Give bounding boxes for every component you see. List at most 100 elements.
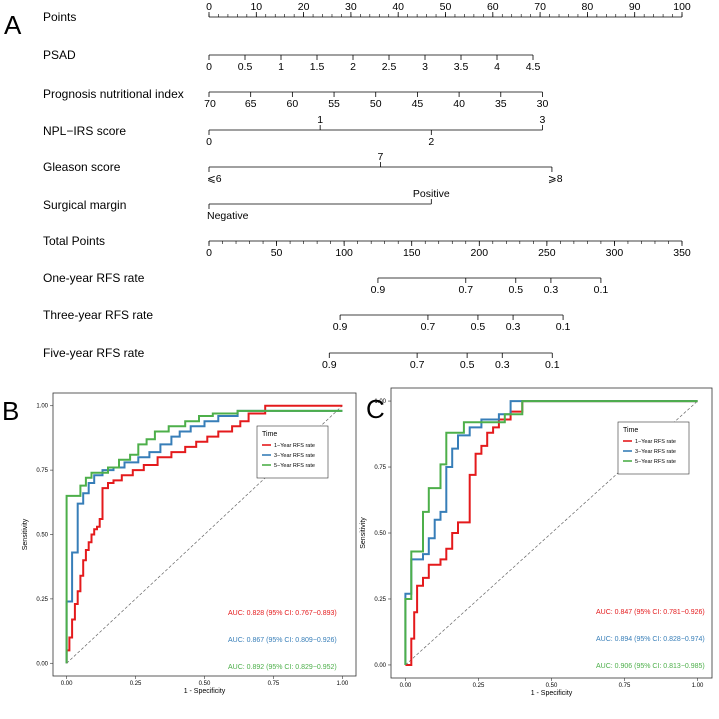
tick-label-total: 250: [538, 247, 556, 259]
tick-label-points: 40: [392, 1, 404, 13]
legend-label-3: 5−Year RFS rate: [635, 459, 676, 465]
tick-label-gleason: 7: [378, 151, 384, 163]
x-tick-label: 0.75: [619, 683, 631, 689]
auc-label-1: AUC: 0.847 (95% CI: 0.781−0.926): [596, 609, 705, 616]
panel-label-c: C: [366, 394, 385, 424]
legend-label-2: 3−Year RFS rate: [635, 449, 676, 455]
tick-label-psad: 3.5: [454, 61, 469, 73]
tick-label-psad: 2.5: [382, 61, 397, 73]
y-tick-label: 1.00: [374, 399, 386, 405]
auc-label-3: AUC: 0.906 (95% CI: 0.813−0.985): [596, 663, 705, 670]
tick-label-rfs1: 0.1: [594, 284, 609, 296]
tick-label-gleason: ⩾8: [548, 173, 563, 185]
tick-label-psad: 1: [278, 61, 284, 73]
tick-label-points: 30: [345, 1, 357, 13]
tick-label-psad: 3: [422, 61, 428, 73]
tick-label-total: 350: [673, 247, 691, 259]
y-tick-label: 0.50: [374, 531, 386, 537]
tick-label-total: 200: [471, 247, 489, 259]
tick-label-rfs3: 0.1: [556, 321, 571, 333]
tick-label-points: 20: [298, 1, 310, 13]
y-tick-label: 0.00: [374, 663, 386, 669]
legend-title: Time: [623, 427, 638, 434]
tick-label-points: 50: [440, 1, 452, 13]
tick-label-total: 100: [335, 247, 353, 259]
legend-box: [617, 421, 690, 475]
x-tick-label: 0.25: [473, 683, 485, 689]
tick-label-rfs3: 0.5: [471, 321, 486, 333]
roc-curve-3: [65, 409, 343, 664]
y-tick-label: 0.00: [36, 661, 48, 667]
legend-label-1: 1−Year RFS rate: [635, 439, 676, 445]
auc-label-2: AUC: 0.867 (95% CI: 0.809−0.926): [228, 637, 337, 644]
roc-curve-1: [65, 404, 343, 664]
reference-diagonal: [66, 405, 343, 664]
auc-label-1: AUC: 0.828 (95% CI: 0.767−0.893): [228, 610, 337, 617]
auc-label-2: AUC: 0.894 (95% CI: 0.828−0.974): [596, 636, 705, 643]
x-tick-label: 1.00: [337, 681, 349, 687]
legend-label-1: 1−Year RFS rate: [274, 443, 315, 449]
tick-label-rfs1: 0.9: [371, 284, 386, 296]
tick-label-points: 80: [582, 1, 594, 13]
tick-label-rfs5: 0.7: [410, 359, 425, 371]
tick-label-rfs5: 0.3: [495, 359, 510, 371]
x-axis-title: 1 - Specificity: [531, 690, 573, 697]
tick-label-total: 0: [206, 247, 212, 259]
roc-curve-1: [405, 400, 698, 666]
tick-label-pni: 30: [537, 98, 549, 110]
tick-label-points: 100: [673, 1, 691, 13]
x-tick-label: 0.50: [546, 683, 558, 689]
row-label-pni: Prognosis nutritional index: [43, 87, 184, 101]
tick-label-margin: Negative: [207, 210, 249, 222]
tick-label-pni: 65: [245, 98, 257, 110]
tick-label-points: 0: [206, 1, 212, 13]
roc-chart-b: 0.00 0.00 0.25 0.25 0.50 0.50 0.75 0.75 1.00 1.00…: [22, 392, 357, 695]
x-axis-title: 1 - Specificity: [184, 688, 226, 695]
x-tick-label: 0.00: [61, 681, 73, 687]
tick-label-pni: 60: [287, 98, 299, 110]
tick-label-rfs3: 0.3: [506, 321, 521, 333]
tick-label-gleason: ⩽6: [207, 173, 222, 185]
tick-label-pni: 50: [370, 98, 382, 110]
tick-label-total: 50: [271, 247, 283, 259]
panel-label-b: B: [2, 396, 19, 426]
tick-label-nplirs: 2: [428, 136, 434, 148]
row-label-rfs1: One-year RFS rate: [43, 271, 145, 285]
x-tick-label: 1.00: [692, 683, 704, 689]
y-tick-label: 0.25: [374, 597, 386, 603]
tick-label-margin: Positive: [413, 188, 450, 200]
tick-label-rfs3: 0.7: [421, 321, 436, 333]
tick-label-rfs5: 0.9: [322, 359, 337, 371]
tick-label-total: 150: [403, 247, 421, 259]
row-label-rfs5: Five-year RFS rate: [43, 346, 145, 360]
auc-label-3: AUC: 0.892 (95% CI: 0.829−0.952): [228, 664, 337, 671]
roc-curve-2: [65, 409, 343, 664]
tick-label-rfs1: 0.5: [508, 284, 523, 296]
row-label-psad: PSAD: [43, 48, 76, 62]
roc-chart-c: 0.00 0.00 0.25 0.25 0.50 0.50 0.75 0.75 1.00 1.00…: [360, 387, 713, 697]
tick-label-points: 60: [487, 1, 499, 13]
x-tick-label: 0.75: [268, 681, 280, 687]
tick-label-points: 70: [534, 1, 546, 13]
legend-label-3: 5−Year RFS rate: [274, 463, 315, 469]
tick-label-psad: 4: [494, 61, 500, 73]
tick-label-psad: 1.5: [310, 61, 325, 73]
legend-title: Time: [262, 431, 277, 438]
tick-label-points: 10: [250, 1, 262, 13]
row-label-nplirs: NPL−IRS score: [43, 124, 126, 138]
tick-label-pni: 45: [412, 98, 424, 110]
tick-label-pni: 70: [204, 98, 216, 110]
y-axis-title: Sensitivity: [22, 518, 29, 550]
tick-label-nplirs: 0: [206, 136, 212, 148]
reference-diagonal: [405, 400, 698, 666]
tick-label-psad: 0.5: [238, 61, 253, 73]
tick-label-pni: 55: [328, 98, 340, 110]
panel-label-a: A: [4, 10, 22, 40]
tick-label-psad: 0: [206, 61, 212, 73]
tick-label-rfs5: 0.5: [460, 359, 475, 371]
y-tick-label: 0.75: [374, 465, 386, 471]
y-axis-title: Sensitivity: [360, 517, 367, 549]
row-label-gleason: Gleason score: [43, 160, 121, 174]
legend: Time 1−Year RFS rate 3−Year RFS rate 5−Year…: [256, 425, 329, 479]
tick-label-rfs3: 0.9: [333, 321, 348, 333]
